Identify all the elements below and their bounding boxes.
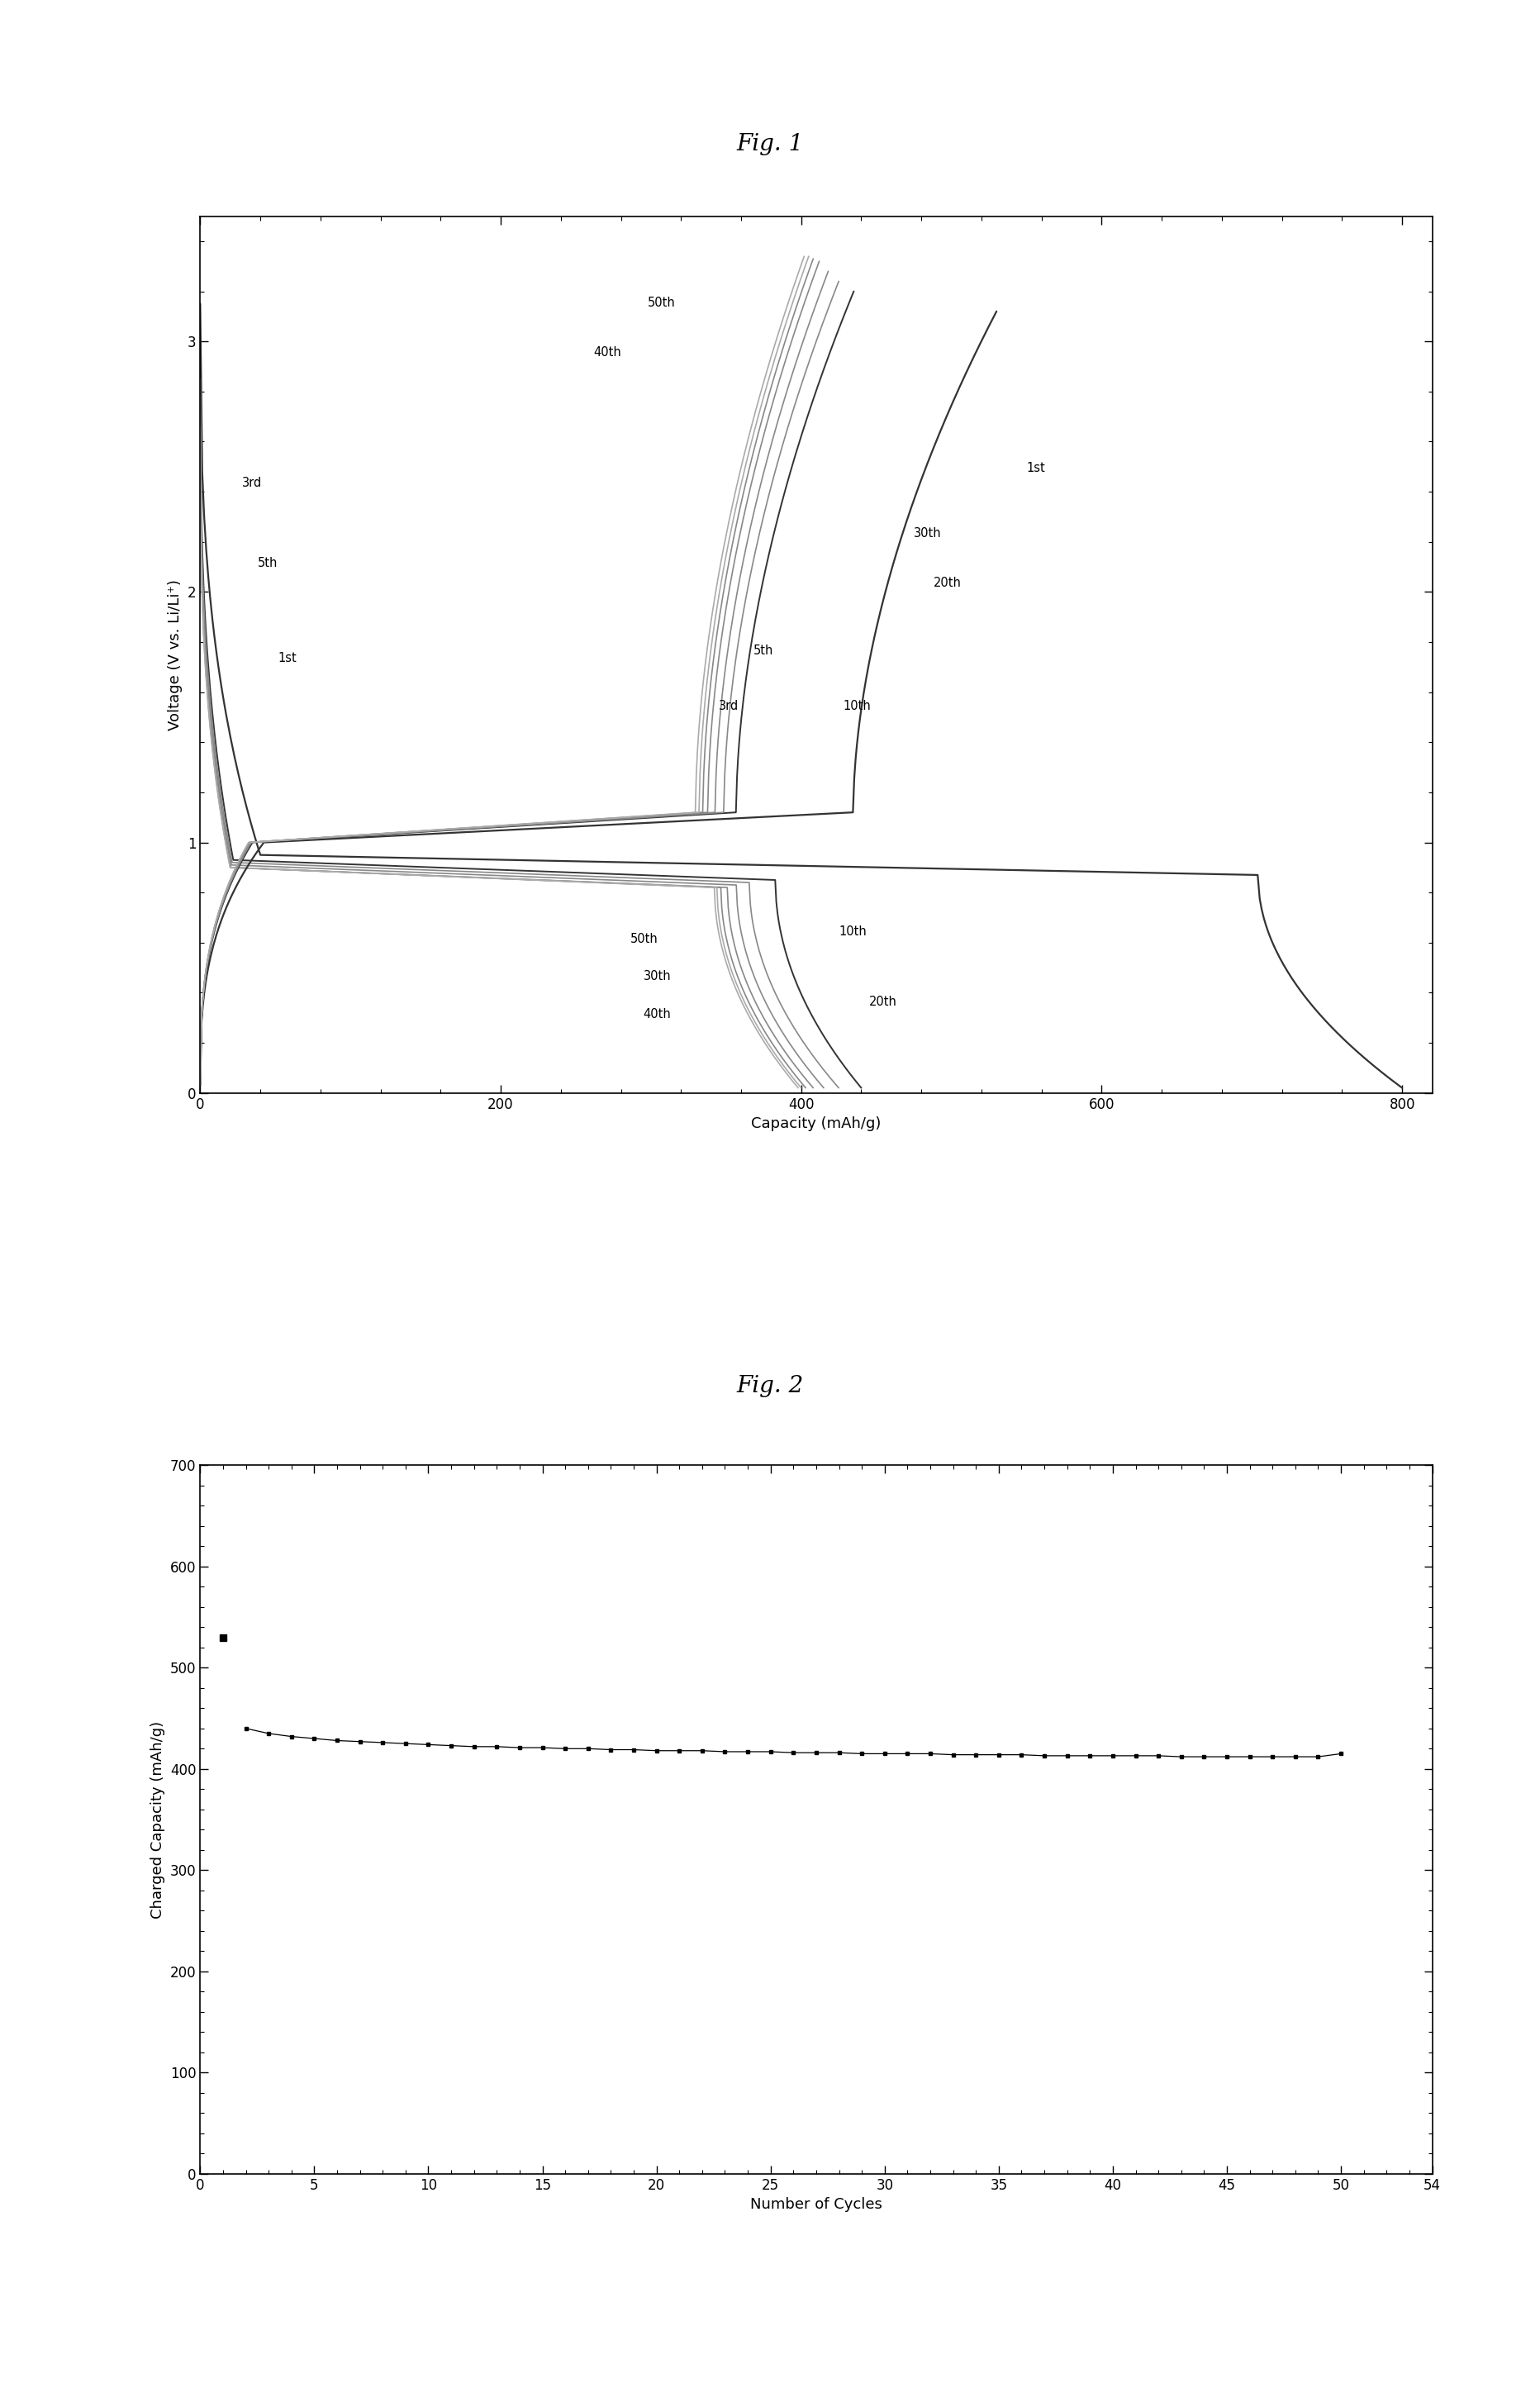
Text: 40th: 40th — [644, 1009, 671, 1021]
Text: 20th: 20th — [933, 576, 961, 588]
Text: 40th: 40th — [594, 346, 622, 358]
Text: 50th: 50th — [648, 295, 676, 310]
Y-axis label: Voltage (V vs. Li/Li⁺): Voltage (V vs. Li/Li⁺) — [168, 579, 183, 730]
Text: 10th: 10th — [839, 925, 867, 937]
Y-axis label: Charged Capacity (mAh/g): Charged Capacity (mAh/g) — [151, 1720, 165, 1919]
Text: 30th: 30th — [644, 970, 671, 982]
Text: 20th: 20th — [869, 994, 896, 1009]
Text: 50th: 50th — [630, 932, 658, 944]
X-axis label: Number of Cycles: Number of Cycles — [750, 2198, 882, 2212]
Text: Fig. 1: Fig. 1 — [736, 132, 804, 156]
Text: 5th: 5th — [753, 644, 773, 658]
Text: 1st: 1st — [1027, 461, 1046, 473]
Text: 30th: 30th — [913, 526, 941, 540]
Text: Fig. 2: Fig. 2 — [736, 1374, 804, 1398]
Text: 1st: 1st — [279, 653, 297, 665]
Text: 10th: 10th — [844, 699, 872, 711]
Text: 5th: 5th — [257, 557, 277, 569]
Text: 3rd: 3rd — [242, 478, 262, 490]
Text: 3rd: 3rd — [719, 699, 739, 711]
X-axis label: Capacity (mAh/g): Capacity (mAh/g) — [752, 1117, 881, 1131]
